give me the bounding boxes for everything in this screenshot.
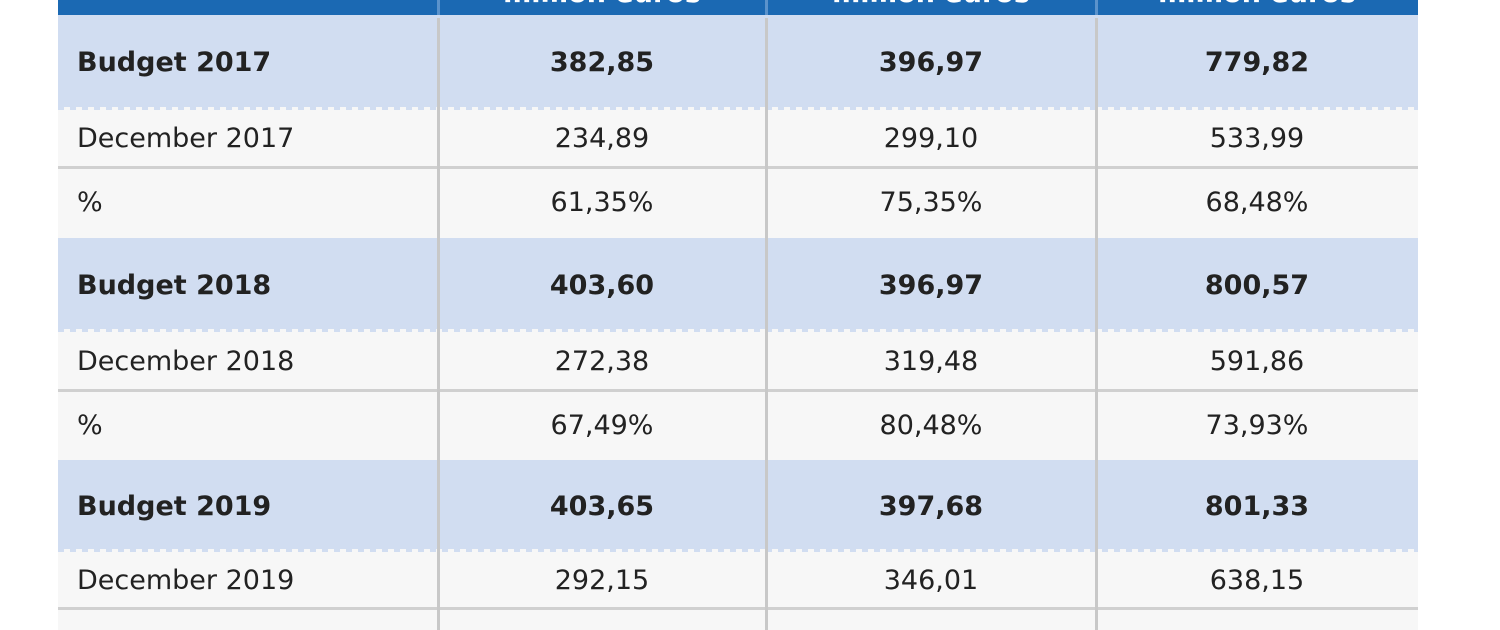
wave-edge [58,549,1418,552]
header-band [58,0,1418,15]
value-cell: 292,15 [554,564,650,596]
value-cell: 75,35% [879,187,983,218]
value-cell: 80,48% [879,409,983,441]
row-separator [58,607,1418,610]
header-divider [1095,0,1098,15]
row-separator [58,166,1418,169]
value-cell: 403,65 [549,490,655,522]
value-cell: 396,97 [878,269,984,301]
value-cell: 299,10 [883,123,979,154]
value-cell: 61,35% [550,187,654,218]
value-cell: 319,48 [883,345,979,377]
row-separator [58,389,1418,392]
header-cell: million euros [766,0,1096,9]
row-label: December 2018 [77,345,295,377]
row-bg [58,608,1418,630]
value-cell: 382,85 [549,47,655,78]
value-cell: 591,86 [1209,345,1305,377]
value-cell: 68,48% [1205,187,1309,218]
row-bg [58,167,1418,238]
value-cell: 397,68 [878,490,984,522]
row-label: Budget 2017 [77,47,272,78]
value-cell: 346,01 [883,564,979,596]
value-cell: 396,97 [878,47,984,78]
value-cell: 272,38 [554,345,650,377]
row-bg [58,390,1418,460]
row-bg [58,332,1418,390]
value-cell: 800,57 [1204,269,1310,301]
value-cell: 638,15 [1209,564,1305,596]
row-label: December 2019 [77,564,295,596]
value-cell: 234,89 [554,123,650,154]
value-cell: 67,49% [550,409,654,441]
budget-row-bg [58,15,1418,110]
header-cell: million euros [1096,0,1418,9]
column-divider [765,18,768,630]
row-label: December 2017 [77,123,295,154]
header-divider [437,0,440,15]
wave-edge [58,107,1418,110]
column-divider [437,18,440,630]
header-cell: million euros [438,0,766,9]
header-divider [765,0,768,15]
row-label: Budget 2018 [77,269,272,301]
row-label: % [77,187,103,218]
value-cell: 73,93% [1205,409,1309,441]
value-cell: 533,99 [1209,123,1305,154]
value-cell: 403,60 [549,269,655,301]
row-label: Budget 2019 [77,490,272,522]
value-cell: 779,82 [1204,47,1310,78]
row-label: % [77,409,103,441]
row-bg [58,552,1418,608]
value-cell: 801,33 [1204,490,1310,522]
budget-row-bg [58,238,1418,332]
budget-row-bg [58,460,1418,552]
wave-edge [58,329,1418,332]
column-divider [1095,18,1098,630]
row-bg [58,110,1418,167]
